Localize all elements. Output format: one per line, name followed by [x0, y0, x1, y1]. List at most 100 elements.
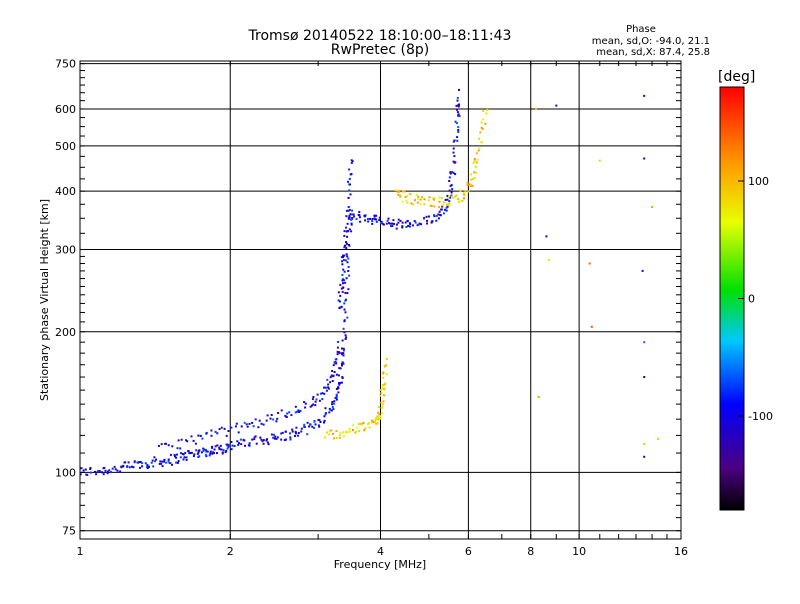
data-point: [343, 246, 346, 249]
data-point: [335, 373, 338, 376]
data-point: [333, 400, 336, 403]
data-point: [334, 361, 336, 364]
data-point: [456, 108, 458, 111]
data-point: [381, 405, 384, 408]
data-point: [146, 464, 149, 467]
data-point: [385, 364, 388, 367]
data-point: [437, 213, 440, 216]
data-point: [335, 398, 338, 401]
data-point: [590, 325, 593, 328]
data-point: [273, 437, 276, 440]
data-point: [222, 449, 225, 452]
data-point: [475, 161, 478, 164]
data-point: [350, 218, 353, 221]
data-point: [325, 412, 327, 415]
data-point: [195, 449, 198, 452]
data-point: [146, 467, 149, 469]
data-point: [643, 341, 646, 344]
data-point: [316, 393, 319, 396]
data-point: [208, 454, 211, 457]
data-point: [379, 415, 382, 418]
data-point: [438, 200, 441, 203]
data-point: [410, 202, 413, 205]
data-point: [348, 214, 351, 217]
data-point: [291, 428, 294, 431]
data-point: [453, 155, 456, 158]
data-point: [447, 202, 450, 205]
data-point: [456, 96, 459, 99]
data-point: [345, 215, 348, 218]
data-point: [84, 468, 87, 471]
data-point: [347, 180, 349, 183]
data-point: [405, 226, 408, 228]
data-point: [347, 431, 350, 434]
data-point: [375, 214, 378, 217]
data-point: [471, 184, 474, 187]
data-point: [339, 382, 342, 384]
data-point: [470, 183, 473, 186]
data-point: [313, 420, 316, 423]
data-point: [114, 468, 117, 471]
data-point: [295, 432, 297, 435]
data-point: [441, 204, 444, 207]
data-point: [161, 460, 164, 463]
data-point: [342, 256, 344, 259]
data-point: [199, 434, 202, 437]
data-point: [237, 431, 240, 434]
data-point: [455, 122, 458, 125]
data-point: [173, 453, 176, 456]
data-point: [382, 400, 385, 403]
data-point: [205, 449, 207, 452]
data-point: [148, 465, 150, 468]
data-point: [643, 94, 646, 97]
data-point: [332, 432, 335, 435]
data-point: [337, 391, 340, 394]
data-point: [203, 448, 206, 451]
data-point: [420, 223, 423, 226]
data-point: [387, 217, 390, 220]
data-point: [442, 212, 445, 215]
data-point: [338, 383, 341, 386]
data-point: [197, 451, 200, 454]
data-point: [226, 447, 229, 450]
data-point: [405, 199, 408, 202]
data-point: [384, 365, 387, 368]
data-point: [445, 203, 448, 206]
data-point: [475, 152, 478, 155]
data-point: [331, 380, 334, 382]
data-point: [259, 436, 262, 439]
data-point: [346, 261, 349, 264]
data-point: [209, 452, 212, 455]
data-point: [254, 435, 257, 438]
data-point: [335, 430, 338, 432]
data-point: [126, 465, 129, 468]
data-point: [398, 190, 401, 193]
data-point: [284, 430, 287, 433]
data-point: [324, 407, 327, 410]
data-point: [380, 407, 383, 409]
data-point: [333, 371, 336, 373]
data-point: [246, 425, 249, 428]
data-point: [283, 439, 286, 442]
data-point: [170, 453, 172, 456]
data-point: [285, 416, 288, 418]
data-point: [457, 114, 460, 117]
data-point: [332, 364, 335, 367]
data-point: [482, 110, 485, 113]
data-point: [449, 185, 452, 187]
y-tick-label: 500: [55, 140, 76, 153]
data-point: [371, 419, 374, 422]
data-point: [376, 416, 379, 419]
data-point: [441, 205, 444, 208]
data-point: [342, 354, 345, 357]
data-point: [266, 441, 269, 444]
data-point: [347, 288, 350, 291]
data-point: [419, 198, 422, 201]
data-point: [446, 198, 449, 201]
data-point: [89, 471, 92, 474]
data-point: [475, 171, 477, 174]
data-point: [385, 373, 388, 376]
data-point: [457, 129, 460, 131]
data-point: [381, 222, 384, 225]
